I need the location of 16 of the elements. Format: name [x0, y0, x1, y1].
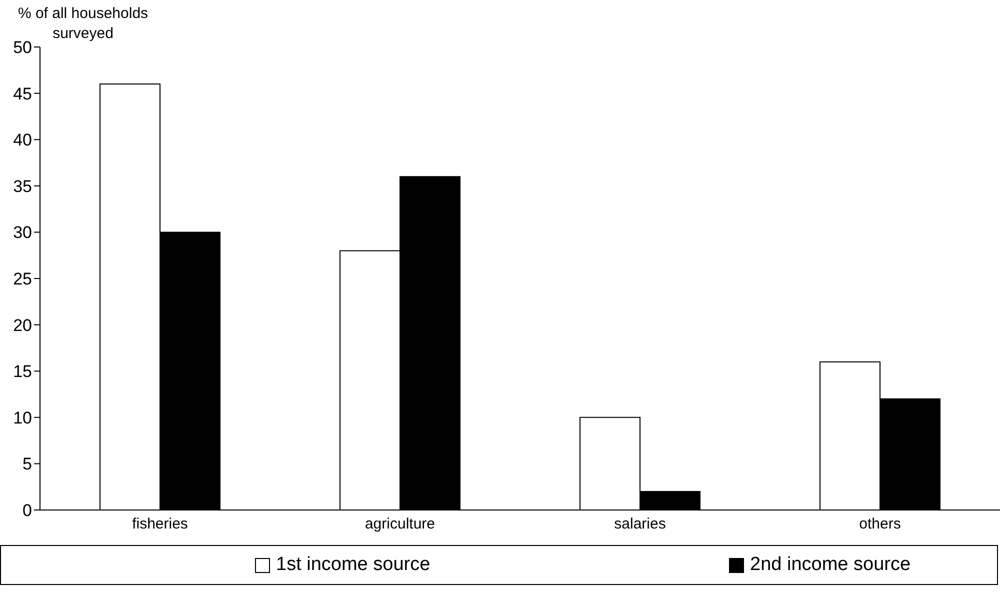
x-tick-label: others: [859, 516, 901, 533]
legend-label: 2nd income source: [750, 554, 911, 576]
x-tick-label: agriculture: [364, 516, 436, 533]
x-tick-label: fisheries: [132, 516, 188, 533]
x-tick-label: salaries: [614, 516, 666, 533]
y-tick-label: 35: [13, 176, 32, 196]
y-tick-label: 25: [13, 270, 32, 289]
y-tick-label: 40: [13, 130, 32, 150]
y-tick-label: 0: [22, 501, 32, 520]
legend-label: 1st income source: [276, 554, 430, 576]
y-tick-label: 5: [22, 454, 32, 474]
y-tick-label: 20: [13, 316, 32, 335]
y-tick-label: 30: [13, 223, 32, 242]
y-tick-label: 15: [13, 362, 32, 382]
y-tick-label: 10: [13, 408, 32, 428]
y-tick-label: 45: [13, 84, 32, 104]
